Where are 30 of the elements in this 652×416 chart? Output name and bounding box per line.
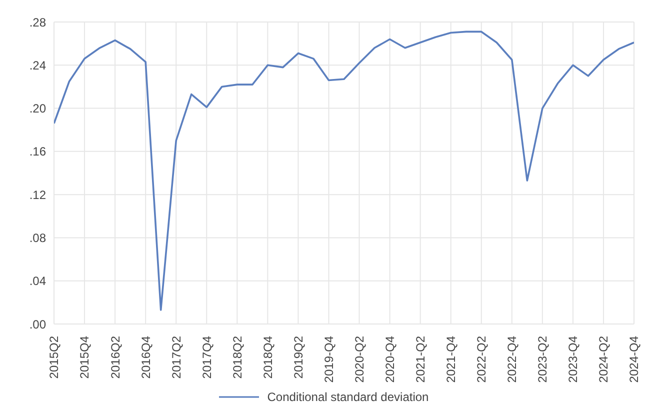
y-tick-label: .08: [29, 230, 46, 245]
x-tick-label: 2023-Q4: [566, 336, 580, 383]
line-series: [54, 30, 634, 311]
y-tick-label: .28: [29, 15, 46, 30]
x-tick-label: 2015Q4: [78, 336, 92, 379]
x-tick-label: 2017Q2: [169, 336, 184, 379]
y-tick-label: .20: [29, 102, 46, 116]
y-tick-label: .00: [29, 317, 46, 332]
legend-label: Conditional standard deviation: [266, 390, 429, 404]
y-tick-label: .12: [29, 188, 46, 202]
x-tick-label: 2017Q4: [200, 336, 214, 379]
x-tick-label: 2018Q2: [230, 336, 244, 379]
x-tick-label: 2022-Q2: [474, 336, 489, 383]
x-tick-label: 2022-Q4: [505, 336, 520, 383]
x-tick-label: 2023-Q2: [536, 336, 550, 383]
x-tick-label: 2021-Q4: [444, 336, 458, 383]
x-tick-label: 2024-Q4: [627, 336, 642, 383]
x-tick-label: 2015Q2: [47, 336, 62, 379]
x-tick-label: 2021-Q2: [414, 336, 428, 383]
x-tick-label: 2020-Q4: [382, 336, 397, 383]
x-tick-label: 2019Q2: [291, 336, 306, 379]
y-tick-label: .04: [29, 274, 46, 288]
x-tick-label: 2018Q4: [260, 336, 275, 379]
x-tick-label: 2016Q2: [108, 336, 122, 379]
x-tick-label: 2024-Q2: [596, 336, 611, 383]
x-tick-label: 2020-Q2: [352, 336, 366, 383]
x-tick-label: 2016Q4: [138, 336, 153, 379]
y-tick-label: .16: [29, 144, 46, 159]
x-tick-label: 2019-Q4: [322, 336, 336, 383]
y-tick-label: .24: [29, 58, 46, 72]
